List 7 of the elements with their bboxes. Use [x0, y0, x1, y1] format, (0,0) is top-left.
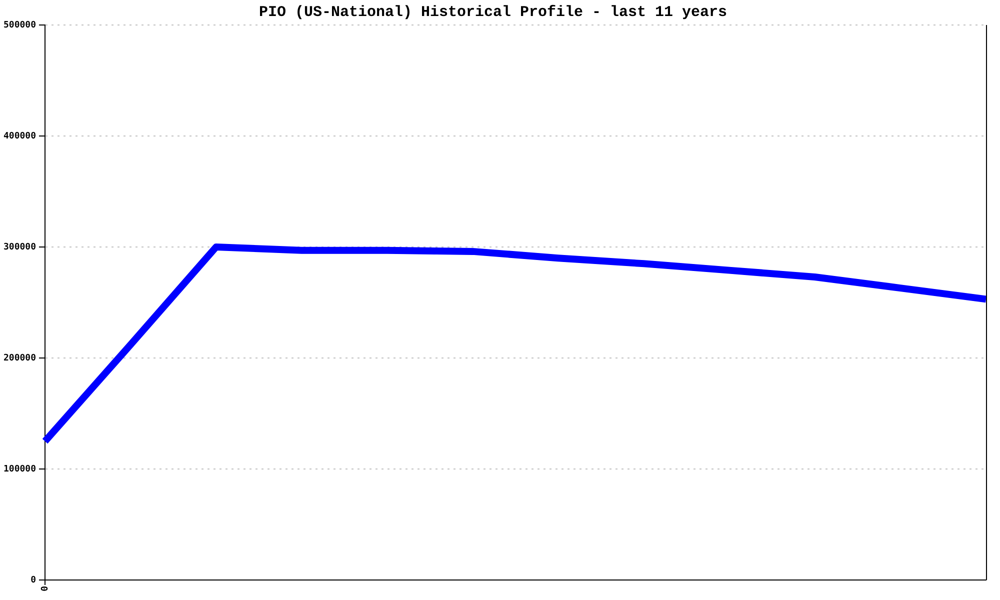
- y-tick-label: 500000: [3, 20, 36, 30]
- y-tick-label: 400000: [3, 131, 36, 142]
- chart-title: PIO (US-National) Historical Profile - last 11 years: [258, 4, 728, 21]
- y-tick-label: 300000: [3, 242, 36, 252]
- y-tick-label: 100000: [3, 464, 36, 474]
- y-tick-label: 200000: [3, 353, 36, 364]
- y-tick-label: 0: [30, 575, 36, 586]
